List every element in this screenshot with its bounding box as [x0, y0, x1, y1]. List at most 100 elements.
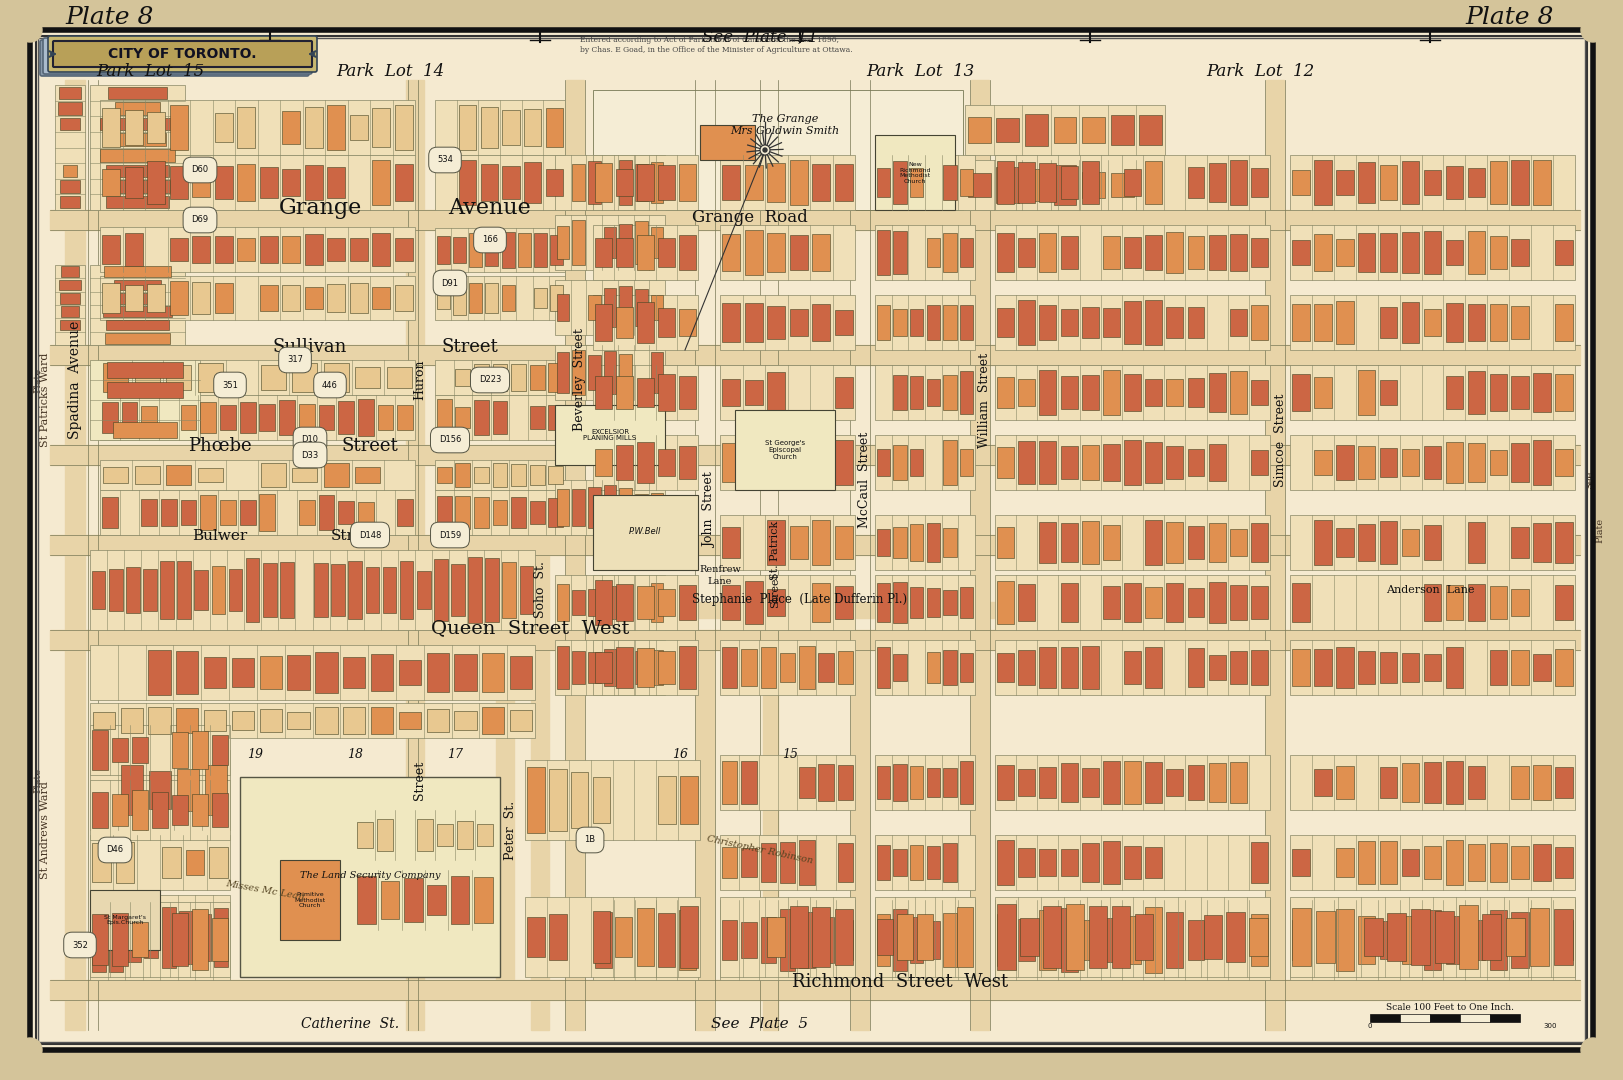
- Bar: [1511, 239, 1529, 266]
- Bar: [1167, 583, 1183, 622]
- Bar: [997, 914, 1014, 966]
- Bar: [657, 530, 675, 555]
- Text: D156: D156: [438, 435, 461, 445]
- Text: D223: D223: [479, 376, 502, 384]
- Bar: [1104, 841, 1120, 885]
- Bar: [875, 156, 975, 210]
- Bar: [1139, 114, 1162, 146]
- Bar: [893, 765, 907, 800]
- Bar: [1209, 373, 1225, 413]
- Bar: [779, 908, 795, 971]
- Text: D91: D91: [441, 279, 459, 287]
- Bar: [1358, 916, 1376, 964]
- Bar: [1511, 160, 1529, 205]
- Bar: [875, 515, 975, 570]
- Bar: [1018, 162, 1035, 203]
- Bar: [1060, 583, 1078, 622]
- Bar: [588, 589, 601, 617]
- Bar: [524, 760, 700, 840]
- Bar: [170, 239, 188, 260]
- Bar: [678, 446, 696, 480]
- Bar: [927, 768, 940, 797]
- Bar: [1380, 379, 1397, 405]
- Bar: [1146, 379, 1162, 406]
- Bar: [997, 309, 1014, 337]
- Bar: [148, 707, 170, 733]
- Bar: [527, 917, 545, 957]
- Bar: [1290, 897, 1574, 977]
- Bar: [997, 233, 1014, 272]
- Bar: [696, 640, 714, 980]
- Bar: [480, 107, 498, 148]
- Bar: [62, 267, 80, 276]
- Bar: [292, 363, 318, 392]
- Bar: [638, 164, 654, 201]
- Bar: [477, 824, 493, 847]
- Bar: [109, 86, 167, 99]
- Bar: [898, 914, 914, 960]
- Bar: [1534, 441, 1552, 485]
- Bar: [812, 583, 831, 622]
- Bar: [911, 449, 923, 476]
- Bar: [638, 302, 654, 342]
- Bar: [1146, 588, 1162, 618]
- Text: Queen  Street  West: Queen Street West: [430, 619, 630, 637]
- Bar: [1363, 918, 1383, 956]
- Bar: [531, 500, 549, 1030]
- Bar: [1290, 755, 1574, 810]
- Bar: [1315, 449, 1331, 475]
- Bar: [204, 765, 227, 815]
- Bar: [214, 113, 232, 141]
- Text: See  Plate  11: See Plate 11: [701, 29, 818, 46]
- Bar: [1039, 522, 1057, 564]
- Bar: [89, 550, 536, 630]
- Bar: [50, 980, 1581, 1000]
- Bar: [60, 293, 80, 303]
- Bar: [1110, 116, 1133, 145]
- Bar: [995, 900, 1271, 980]
- Bar: [721, 575, 855, 630]
- Bar: [1423, 910, 1441, 970]
- Bar: [89, 890, 161, 950]
- Bar: [1188, 235, 1204, 269]
- Bar: [971, 80, 988, 1030]
- Text: 17: 17: [446, 748, 463, 761]
- Bar: [790, 906, 808, 968]
- Bar: [153, 793, 169, 827]
- Bar: [105, 180, 170, 193]
- Bar: [678, 309, 696, 336]
- Bar: [799, 912, 815, 968]
- Bar: [101, 360, 415, 395]
- Bar: [596, 376, 612, 409]
- Bar: [678, 530, 696, 555]
- Bar: [1039, 849, 1057, 876]
- Bar: [604, 485, 617, 529]
- Bar: [115, 841, 135, 883]
- Bar: [557, 647, 570, 689]
- Bar: [65, 80, 84, 1030]
- Bar: [1388, 913, 1407, 961]
- Bar: [812, 163, 831, 201]
- Bar: [148, 111, 166, 144]
- Text: EXCELSIOR
PLANING MILLS: EXCELSIOR PLANING MILLS: [583, 429, 636, 442]
- Bar: [198, 363, 222, 392]
- Bar: [192, 168, 211, 197]
- Bar: [959, 761, 974, 804]
- Bar: [1511, 847, 1529, 879]
- Bar: [837, 651, 854, 684]
- Text: See  Plate  5: See Plate 5: [711, 1017, 808, 1031]
- Bar: [394, 285, 412, 311]
- Bar: [638, 235, 654, 270]
- Bar: [927, 846, 940, 879]
- Bar: [534, 288, 547, 308]
- Bar: [101, 395, 415, 440]
- Bar: [638, 378, 654, 406]
- Bar: [1021, 918, 1039, 956]
- Bar: [1490, 237, 1508, 269]
- Bar: [1167, 307, 1183, 338]
- Bar: [1490, 161, 1508, 204]
- Bar: [995, 365, 1271, 420]
- Bar: [102, 498, 118, 528]
- Bar: [1467, 370, 1485, 415]
- Bar: [1251, 841, 1268, 883]
